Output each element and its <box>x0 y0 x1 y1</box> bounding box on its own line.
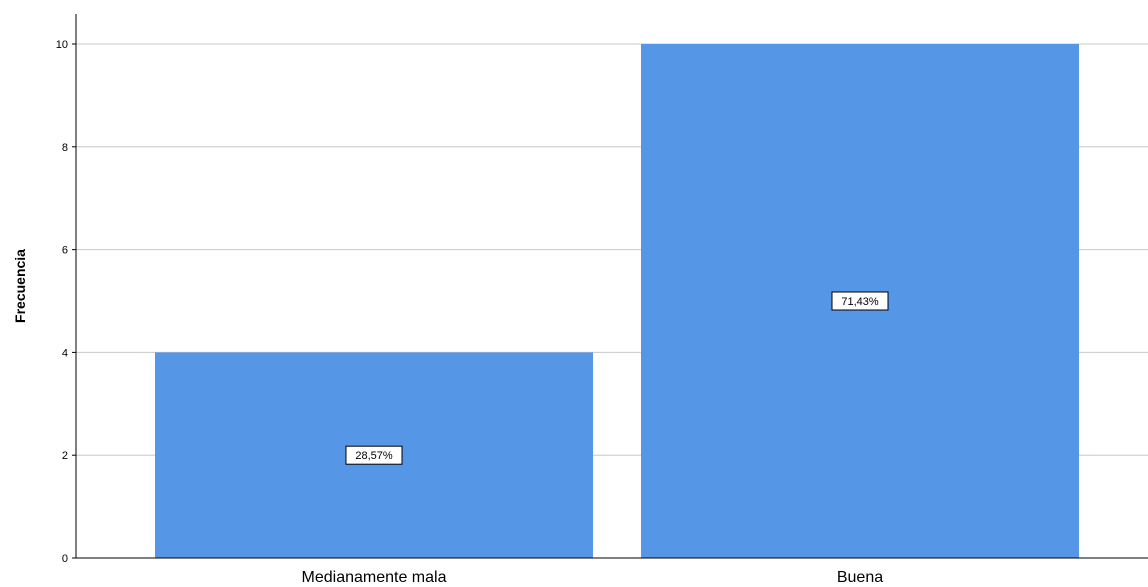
data-label: 28,57% <box>355 450 393 462</box>
x-category-label: Buena <box>837 569 883 586</box>
data-label: 71,43% <box>841 296 879 308</box>
y-tick-label: 0 <box>62 553 68 565</box>
y-tick-labels: 0 2 4 6 8 10 <box>56 39 76 565</box>
x-category-label: Medianamente mala <box>302 569 447 586</box>
y-tick-label: 4 <box>62 347 68 359</box>
data-labels: 28,57% 71,43% <box>345 291 889 465</box>
data-label-box <box>831 291 889 311</box>
y-tick-label: 6 <box>62 245 68 257</box>
x-category-labels: Medianamente mala Buena <box>302 569 884 586</box>
bars <box>155 44 1079 558</box>
axes <box>75 14 1148 559</box>
y-tick-label: 2 <box>62 450 68 462</box>
y-tick-label: 10 <box>56 39 68 51</box>
y-axis-title: Frecuencia <box>12 249 28 323</box>
y-tick-label: 8 <box>62 142 68 154</box>
data-label-box <box>345 445 403 465</box>
